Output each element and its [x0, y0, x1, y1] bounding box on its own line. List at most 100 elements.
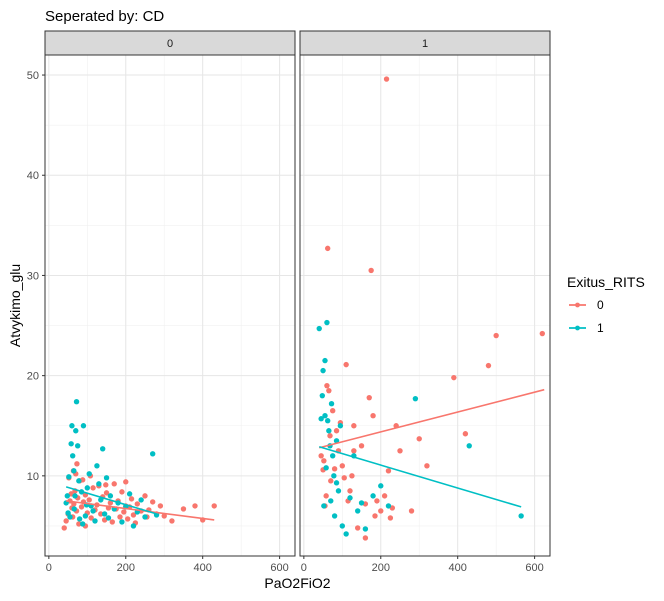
x-tick-label: 400 [449, 562, 467, 574]
data-point [333, 438, 340, 444]
data-point [328, 400, 335, 407]
data-point [123, 479, 129, 485]
data-point [362, 535, 369, 541]
legend-key-point [575, 325, 580, 331]
data-point [331, 513, 338, 519]
y-tick-label: 10 [27, 471, 39, 483]
data-point [324, 382, 330, 389]
legend-label: 1 [597, 321, 604, 335]
data-point [103, 482, 109, 488]
x-tick-label: 600 [525, 562, 543, 574]
data-point [322, 357, 328, 364]
data-point [180, 506, 187, 512]
data-point [88, 515, 94, 521]
data-point [126, 491, 133, 497]
trend-line [66, 500, 215, 521]
data-point [82, 513, 89, 519]
data-point [107, 500, 114, 506]
data-point [397, 448, 403, 454]
data-point [424, 463, 430, 469]
facet-strip [44, 30, 296, 56]
panel-border [44, 54, 296, 557]
data-point [331, 473, 337, 479]
data-point [339, 463, 346, 469]
data-point [328, 498, 334, 504]
data-point [387, 515, 394, 521]
data-point [329, 408, 336, 414]
x-tick-label: 200 [372, 562, 390, 574]
data-point [74, 461, 80, 467]
data-point [71, 506, 77, 512]
data-point [84, 485, 91, 491]
data-point [335, 488, 342, 494]
data-point [111, 481, 117, 487]
data-point [149, 499, 156, 505]
data-point [90, 485, 96, 491]
data-point [328, 478, 334, 484]
data-point [485, 362, 492, 369]
data-point [78, 504, 85, 510]
data-point [351, 448, 357, 454]
data-point [138, 497, 144, 503]
data-point [518, 513, 524, 519]
data-point [324, 319, 330, 326]
data-point [107, 493, 114, 499]
data-point [327, 433, 333, 439]
data-point [368, 267, 374, 274]
data-point [323, 493, 329, 499]
data-point [343, 531, 349, 537]
data-point [149, 451, 156, 457]
data-point [69, 423, 75, 429]
data-point [341, 475, 347, 481]
data-point [451, 374, 457, 381]
data-point [80, 423, 87, 429]
data-point [385, 468, 392, 474]
data-point [370, 493, 376, 499]
x-tick-label: 200 [117, 562, 135, 574]
data-point [86, 471, 92, 477]
data-point [378, 508, 384, 514]
data-point [412, 395, 419, 402]
data-point [372, 513, 378, 519]
data-point [74, 443, 81, 449]
y-tick-label: 20 [27, 371, 39, 383]
data-point [169, 518, 175, 524]
trend-line [319, 446, 522, 508]
data-point [134, 501, 141, 507]
data-point [66, 474, 72, 480]
facet-panel-0: 0 0 200 400 600 10 20 30 40 50 [27, 30, 296, 574]
data-point [71, 468, 77, 474]
data-point [73, 398, 80, 405]
y-axis-title: Atvykimo_glu [7, 264, 23, 347]
data-point [324, 245, 331, 252]
data-point [318, 416, 324, 422]
data-point [69, 453, 76, 459]
data-point [63, 518, 69, 524]
data-point [90, 508, 96, 514]
data-point [119, 489, 125, 495]
data-point [316, 325, 322, 332]
legend-key-point [575, 302, 580, 308]
panel-background [45, 55, 295, 556]
data-point [339, 523, 346, 529]
data-point [358, 500, 365, 506]
data-point [121, 509, 127, 515]
data-point [92, 518, 98, 524]
data-point [466, 443, 472, 449]
panel-background [300, 55, 550, 556]
data-point [142, 493, 148, 499]
y-tick-label: 30 [27, 270, 39, 282]
data-point [539, 330, 546, 337]
data-point [362, 526, 369, 532]
legend: Exitus_RITS 0 1 [567, 274, 645, 335]
data-point [318, 453, 324, 459]
x-tick-label: 0 [301, 562, 307, 574]
data-point [326, 428, 332, 434]
data-point [320, 367, 326, 374]
x-axis-title: PaO2FiO2 [264, 575, 330, 591]
data-point [374, 498, 380, 504]
data-point [333, 428, 340, 434]
data-point [109, 519, 116, 525]
